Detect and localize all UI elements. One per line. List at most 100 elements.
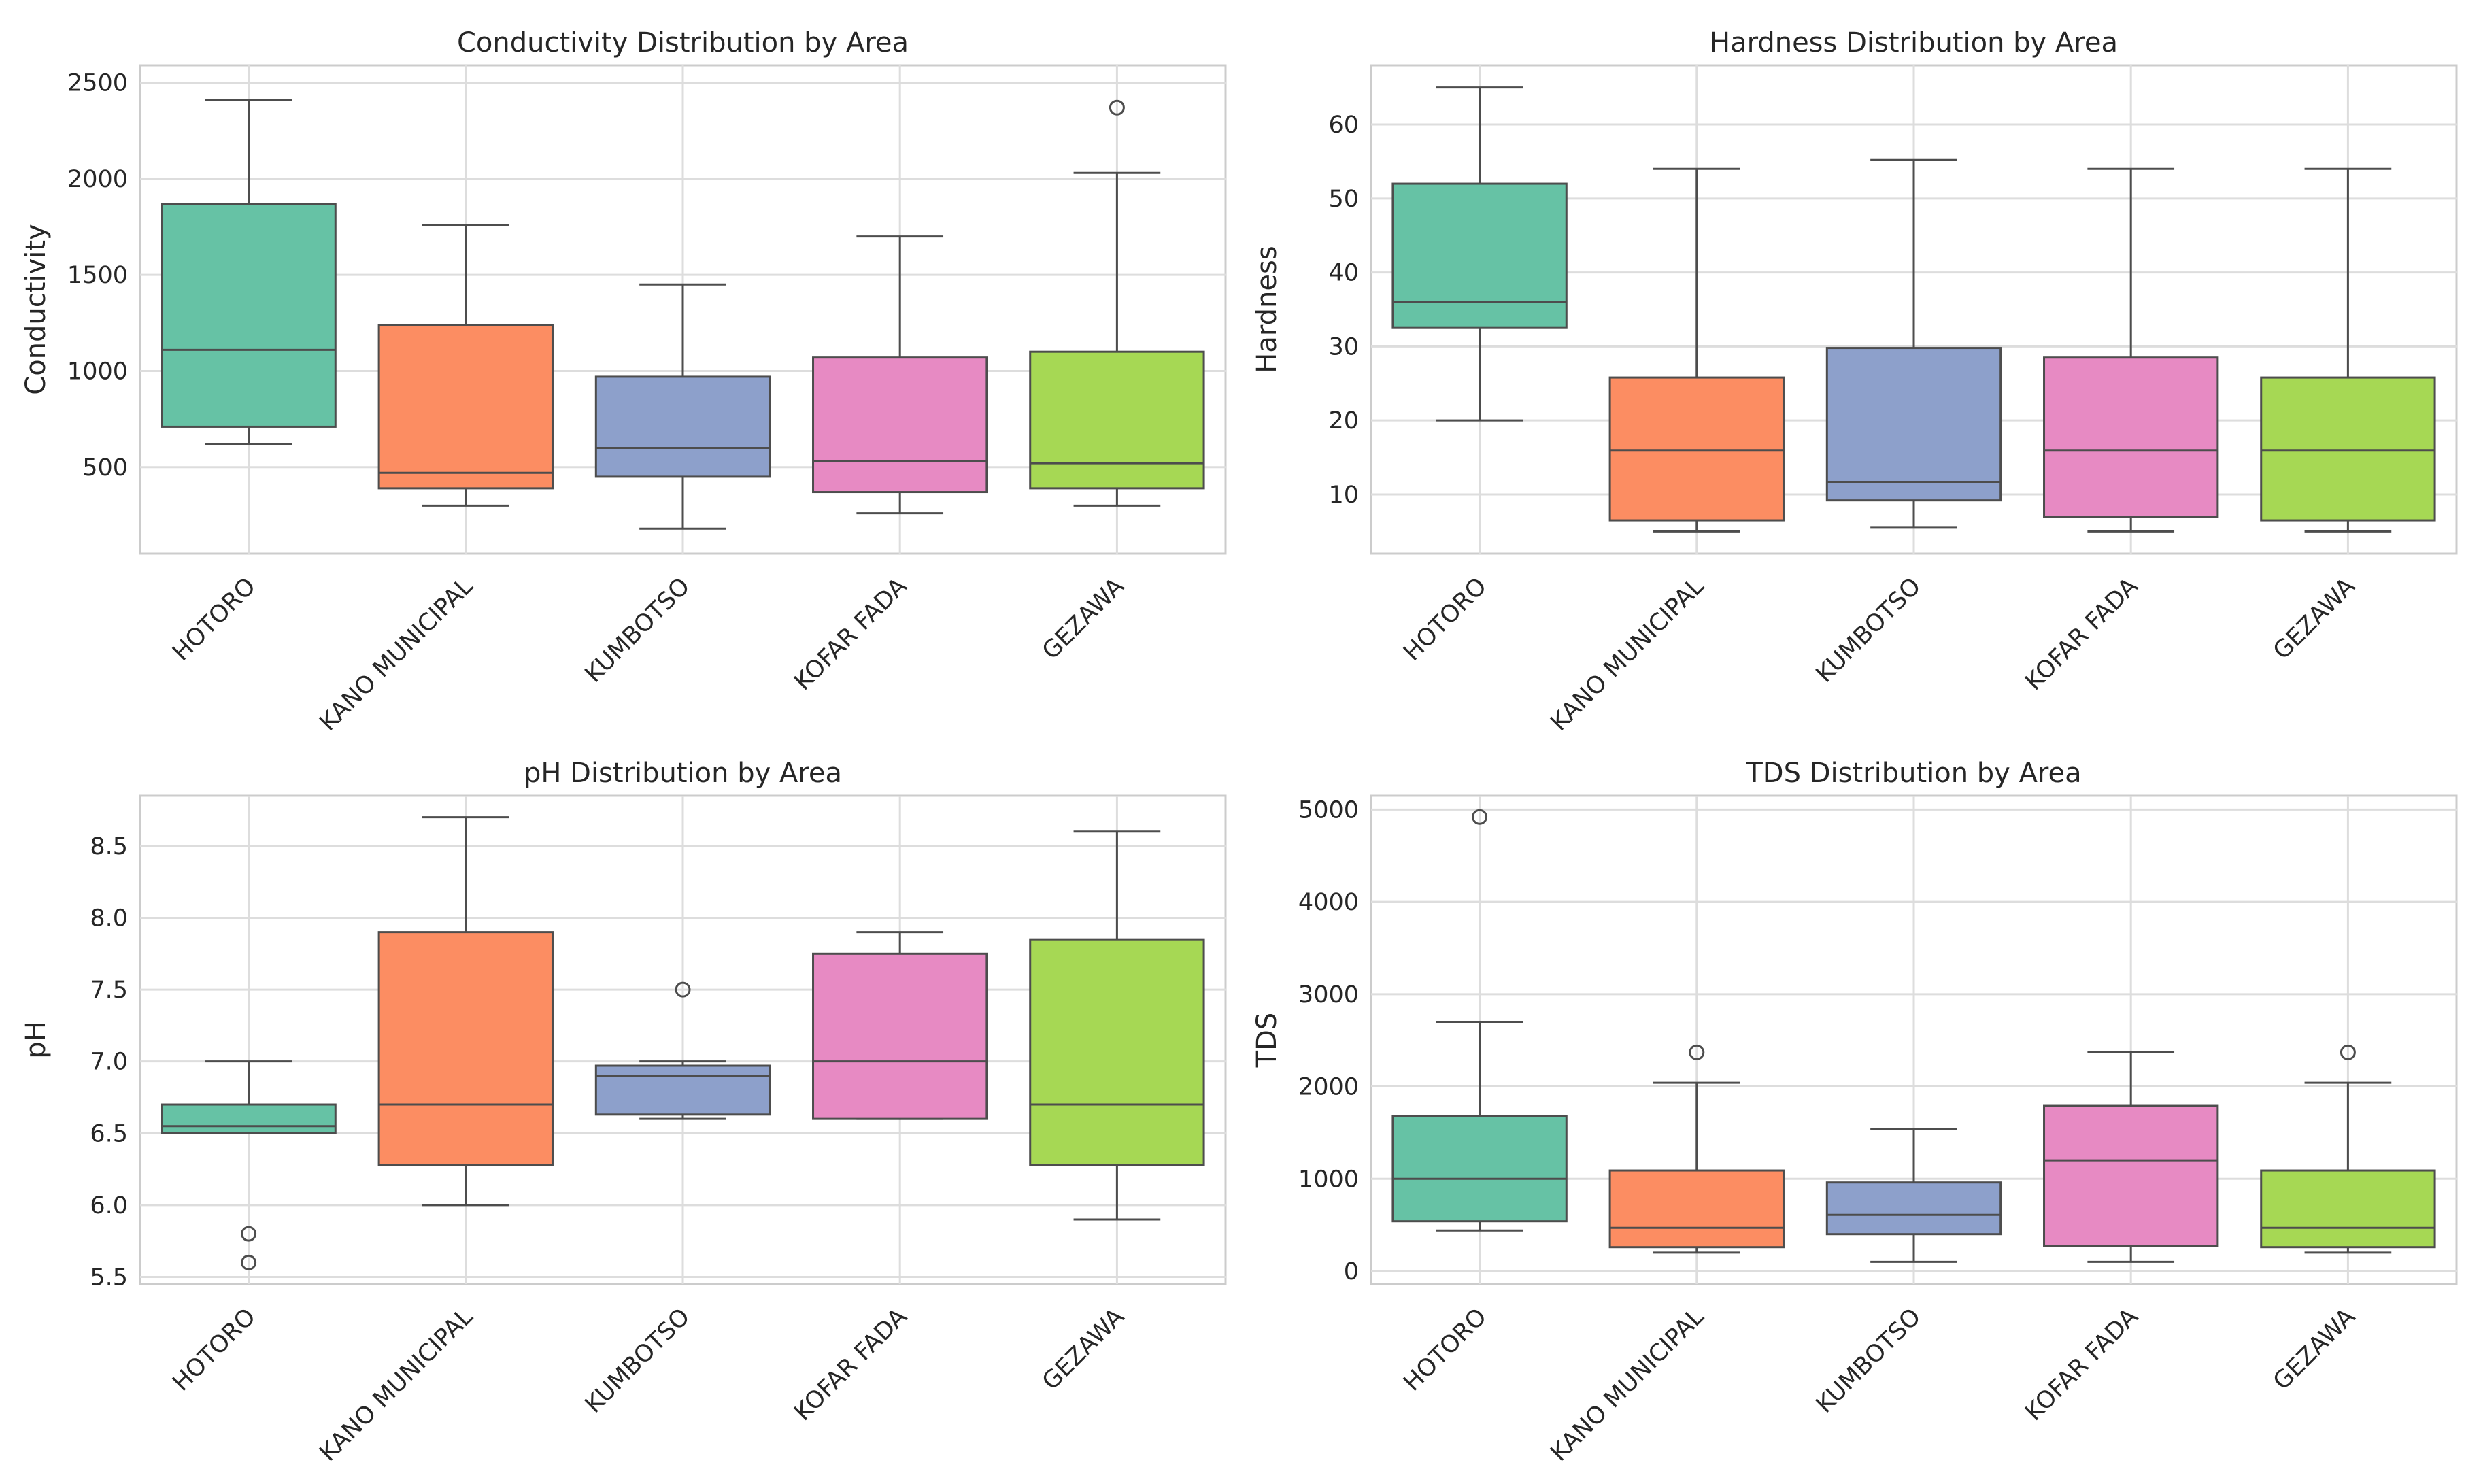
conductivity-ytick-label: 2500 [67,69,128,97]
tds-ytick-label: 0 [1344,1258,1359,1285]
tds-box-4 [2260,1044,2436,1254]
ph-iqr-box [161,1103,337,1134]
conductivity-iqr-box [161,203,337,428]
tds-iqr-box [1608,1169,1785,1249]
ph-outlier-point [675,981,691,998]
hardness-iqr-box [2043,356,2219,518]
hardness-box-0 [1391,86,1568,422]
ph-box-4 [1029,830,1205,1221]
ph-iqr-box [594,1064,771,1116]
ph-iqr-box [377,931,554,1166]
tds-y-axis-label: TDS [1251,1013,1283,1068]
tds-box-0 [1391,809,1568,1232]
hardness-xtick-label: HOTORO [1398,573,1492,667]
ph-ytick-label: 7.0 [90,1049,128,1076]
tds-xtick-label: HOTORO [1398,1303,1492,1397]
hardness-box-1 [1608,167,1785,533]
tds-ytick-label: 1000 [1298,1166,1359,1193]
tds-iqr-box [2260,1169,2436,1249]
conductivity-iqr-box [377,324,554,490]
tds-chart: 0 1000 2000 3000 4000 5000 HOTORO KANO MUNICIPA… [1251,758,2458,1467]
hardness-ytick-label: 10 [1328,482,1359,509]
hardness-iqr-box [2260,376,2436,522]
hardness-ytick-label: 40 [1328,260,1359,287]
tds-iqr-box [2043,1104,2219,1247]
conductivity-chart: 500 1000 1500 2000 2500 HOTORO KANO MUNICIPAL K… [20,27,1227,737]
hardness-iqr-box [1608,376,1785,522]
hardness-box-4 [2260,167,2436,533]
hardness-xtick-label: KANO MUNICIPAL [1545,573,1709,737]
conductivity-xtick-label: KUMBOTSO [580,573,696,688]
hardness-xtick-label: GEZAWA [2268,573,2361,665]
tds-ytick-label: 3000 [1298,981,1359,1009]
conductivity-xtick-label: KANO MUNICIPAL [314,573,478,737]
tds-outlier-point [2340,1044,2356,1060]
tds-ytick-label: 2000 [1298,1074,1359,1101]
conductivity-box-4 [1029,99,1205,507]
ph-iqr-box [812,952,988,1120]
conductivity-ytick-label: 500 [82,454,128,482]
tds-box-1 [1608,1044,1785,1254]
tds-iqr-box [1391,1115,1568,1223]
conductivity-iqr-box [594,375,771,478]
tds-box-3 [2043,1051,2219,1263]
tds-outlier-point [1689,1044,1705,1060]
ph-xtick-label: GEZAWA [1037,1303,1130,1396]
ph-y-axis-label: pH [20,1021,52,1058]
conductivity-xtick-label: KOFAR FADA [790,573,913,696]
tds-xtick-label: KANO MUNICIPAL [1545,1303,1709,1467]
ph-box-1 [377,816,554,1207]
ph-ytick-label: 6.5 [90,1120,128,1147]
tds-xtick-label: KUMBOTSO [1811,1303,1927,1419]
tds-chart-title: TDS Distribution by Area [1745,758,2081,789]
hardness-iqr-box [1825,347,2002,502]
conductivity-ytick-label: 1000 [67,358,128,385]
ph-xtick-label: KOFAR FADA [790,1303,913,1426]
tds-box-2 [1825,1128,2002,1263]
conductivity-outlier-point [1109,99,1125,116]
tds-ytick-label: 4000 [1298,889,1359,916]
conductivity-ytick-label: 1500 [67,262,128,289]
ph-box-0 [161,1060,337,1270]
ph-xtick-label: KUMBOTSO [580,1303,696,1419]
ph-chart-title: pH Distribution by Area [524,758,842,789]
hardness-box-3 [2043,167,2219,533]
hardness-iqr-box [1391,182,1568,329]
conductivity-box-3 [812,235,988,515]
conductivity-box-1 [377,224,554,507]
ph-xtick-label: HOTORO [167,1303,261,1397]
ph-box-3 [812,931,988,1120]
hardness-box-2 [1825,158,2002,529]
ph-chart: 5.5 6.0 6.5 7.0 7.5 8.0 8.5 HOTORO KANO MUNICIPA… [20,758,1227,1467]
conductivity-iqr-box [812,356,988,494]
hardness-y-axis-label: Hardness [1251,246,1283,373]
ph-ytick-label: 7.5 [90,977,128,1004]
conductivity-xtick-label: HOTORO [167,573,261,667]
ph-ytick-label: 6.0 [90,1192,128,1219]
ph-outlier-point [241,1254,257,1270]
hardness-ytick-label: 60 [1328,112,1359,139]
hardness-ytick-label: 50 [1328,186,1359,213]
conductivity-y-axis-label: Conductivity [20,224,52,394]
conductivity-xtick-label: GEZAWA [1037,573,1130,665]
hardness-ytick-label: 30 [1328,333,1359,360]
tds-xtick-label: KOFAR FADA [2021,1303,2144,1426]
conductivity-box-0 [161,99,337,445]
hardness-xtick-label: KUMBOTSO [1811,573,1927,688]
hardness-ytick-label: 20 [1328,407,1359,435]
tds-outlier-point [1472,809,1488,825]
ph-ytick-label: 5.5 [90,1264,128,1291]
tds-ytick-label: 5000 [1298,796,1359,824]
conductivity-box-2 [594,283,771,530]
conductivity-ytick-label: 2000 [67,166,128,193]
tds-xtick-label: GEZAWA [2268,1303,2361,1396]
ph-xtick-label: KANO MUNICIPAL [314,1303,478,1467]
hardness-xtick-label: KOFAR FADA [2021,573,2144,696]
hardness-chart-title: Hardness Distribution by Area [1710,27,2118,58]
ph-ytick-label: 8.0 [90,905,128,932]
conductivity-chart-title: Conductivity Distribution by Area [457,27,909,58]
ph-ytick-label: 8.5 [90,833,128,860]
tds-iqr-box [1825,1181,2002,1236]
ph-iqr-box [1029,938,1205,1166]
